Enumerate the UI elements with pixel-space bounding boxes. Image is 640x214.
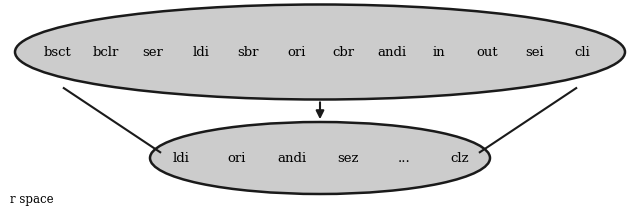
Text: r space: r space xyxy=(10,193,54,206)
Text: cbr: cbr xyxy=(333,46,355,58)
Text: cli: cli xyxy=(575,46,590,58)
Text: out: out xyxy=(476,46,498,58)
Text: ori: ori xyxy=(287,46,305,58)
Text: clz: clz xyxy=(450,152,468,165)
Text: bclr: bclr xyxy=(92,46,118,58)
Text: bsct: bsct xyxy=(44,46,72,58)
Text: ldi: ldi xyxy=(193,46,209,58)
Text: sbr: sbr xyxy=(237,46,259,58)
Text: sei: sei xyxy=(525,46,544,58)
Ellipse shape xyxy=(150,122,490,194)
Text: andi: andi xyxy=(278,152,307,165)
Text: ori: ori xyxy=(227,152,246,165)
Text: sez: sez xyxy=(337,152,358,165)
Ellipse shape xyxy=(15,4,625,100)
Text: ...: ... xyxy=(397,152,410,165)
Text: andi: andi xyxy=(377,46,406,58)
Text: ldi: ldi xyxy=(172,152,189,165)
Text: ser: ser xyxy=(143,46,163,58)
Text: in: in xyxy=(433,46,445,58)
